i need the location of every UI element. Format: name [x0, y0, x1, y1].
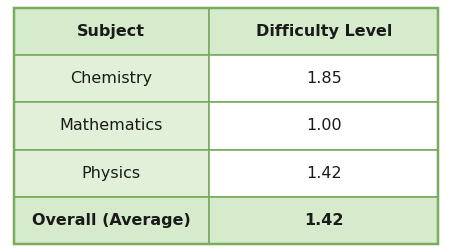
Bar	[208, 150, 437, 197]
Bar	[14, 55, 208, 102]
Text: Physics: Physics	[82, 166, 141, 181]
Text: Subject: Subject	[77, 24, 145, 39]
Bar	[208, 55, 437, 102]
Bar	[208, 102, 437, 150]
Bar	[14, 197, 208, 244]
Bar	[14, 8, 208, 55]
Text: Overall (Average): Overall (Average)	[32, 213, 190, 228]
Text: 1.00: 1.00	[305, 118, 341, 134]
Bar	[208, 8, 437, 55]
Text: 1.42: 1.42	[305, 166, 341, 181]
Bar	[14, 150, 208, 197]
Bar	[208, 197, 437, 244]
Text: 1.42: 1.42	[304, 213, 343, 228]
Bar	[14, 102, 208, 150]
Text: 1.85: 1.85	[305, 71, 341, 86]
Text: Chemistry: Chemistry	[70, 71, 152, 86]
Text: Difficulty Level: Difficulty Level	[255, 24, 391, 39]
Text: Mathematics: Mathematics	[60, 118, 163, 134]
